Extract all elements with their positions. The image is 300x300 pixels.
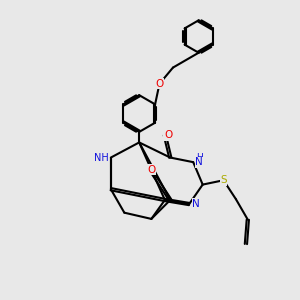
Text: O: O [155, 79, 164, 89]
Text: N: N [192, 199, 200, 209]
Text: N: N [195, 157, 203, 167]
Text: S: S [220, 175, 227, 185]
Text: O: O [164, 130, 172, 140]
Text: NH: NH [94, 153, 109, 163]
Text: O: O [147, 165, 155, 175]
Text: H: H [196, 153, 203, 162]
